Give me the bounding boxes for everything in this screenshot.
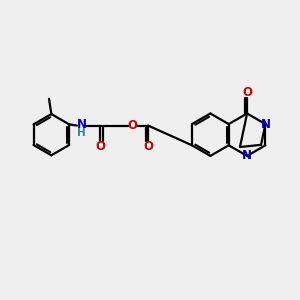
Text: H: H	[77, 128, 86, 138]
Text: N: N	[76, 118, 87, 131]
Text: O: O	[143, 140, 153, 153]
Text: O: O	[127, 119, 137, 132]
Text: N: N	[260, 118, 270, 130]
Text: O: O	[242, 86, 252, 99]
Text: O: O	[95, 140, 105, 153]
Text: N: N	[242, 149, 252, 162]
